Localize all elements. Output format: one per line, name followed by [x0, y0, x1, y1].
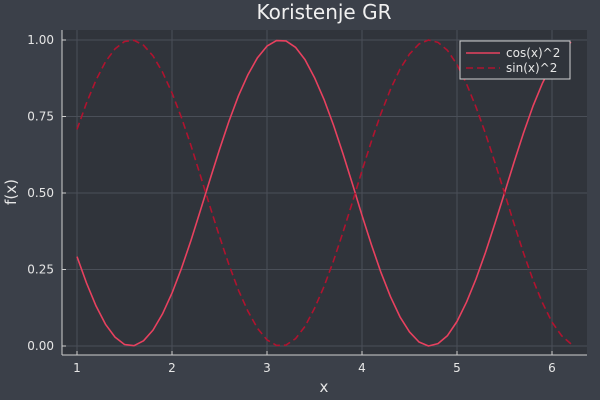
y-ticks: 0.00 0.25 0.50 0.75 1.00 — [27, 33, 66, 353]
x-tick-label: 6 — [548, 361, 556, 375]
y-tick-label: 0.25 — [27, 263, 54, 277]
series-line — [76, 39, 572, 347]
x-ticks: 1 2 3 4 5 6 — [73, 351, 556, 375]
series-line — [76, 39, 572, 347]
x-axis-label: x — [320, 378, 329, 396]
chart-title: Koristenje GR — [257, 0, 392, 24]
y-axis-label: f(x) — [2, 179, 20, 205]
legend-box — [459, 40, 571, 80]
y-tick-label: 0.00 — [27, 339, 54, 353]
x-tick-label: 2 — [168, 361, 176, 375]
legend-label: cos(x)^2 — [506, 46, 560, 60]
legend-label: sin(x)^2 — [506, 61, 557, 75]
y-tick-label: 0.50 — [27, 186, 54, 200]
x-tick-label: 4 — [358, 361, 366, 375]
x-tick-label: 5 — [453, 361, 461, 375]
y-tick-label: 0.75 — [27, 110, 54, 124]
x-tick-label: 3 — [263, 361, 271, 375]
x-tick-label: 1 — [73, 361, 81, 375]
grid — [62, 30, 587, 355]
series-layer — [76, 39, 572, 347]
y-tick-label: 1.00 — [27, 33, 54, 47]
